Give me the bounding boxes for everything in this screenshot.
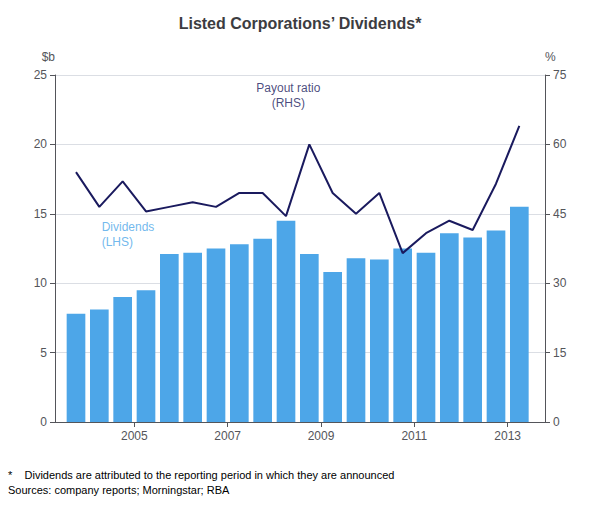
svg-text:Dividends: Dividends [102, 220, 155, 234]
svg-text:(LHS): (LHS) [102, 235, 133, 249]
svg-text:* Dividends are attributed: * Dividends are attributed to the report… [8, 469, 394, 481]
svg-text:%: % [545, 50, 556, 64]
svg-text:60: 60 [553, 137, 567, 151]
svg-text:0: 0 [40, 415, 47, 429]
svg-text:2007: 2007 [214, 429, 241, 443]
svg-text:15: 15 [34, 207, 48, 221]
svg-text:0: 0 [553, 415, 560, 429]
svg-text:75: 75 [553, 68, 567, 82]
svg-text:25: 25 [34, 68, 48, 82]
svg-text:Payout ratio: Payout ratio [256, 81, 320, 95]
svg-text:10: 10 [34, 276, 48, 290]
svg-text:5: 5 [40, 346, 47, 360]
svg-text:Sources: company reports; Morn: Sources: company reports; Morningstar; R… [8, 484, 230, 496]
svg-text:2009: 2009 [308, 429, 335, 443]
svg-text:Listed Corporations’ Dividends: Listed Corporations’ Dividends* [179, 15, 422, 32]
svg-text:30: 30 [553, 276, 567, 290]
svg-text:20: 20 [34, 137, 48, 151]
svg-text:2005: 2005 [121, 429, 148, 443]
svg-text:$b: $b [42, 50, 56, 64]
svg-text:(RHS): (RHS) [272, 96, 305, 110]
svg-text:15: 15 [553, 346, 567, 360]
svg-text:2011: 2011 [401, 429, 427, 443]
svg-text:45: 45 [553, 207, 567, 221]
svg-text:2013: 2013 [494, 429, 521, 443]
